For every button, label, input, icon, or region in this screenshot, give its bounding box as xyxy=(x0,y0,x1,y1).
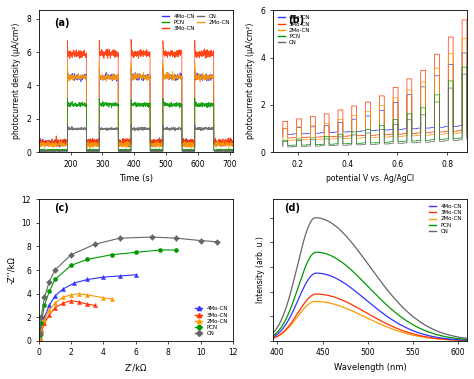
Legend: 4Mo-CN, PCN, 3Mo-CN, CN, 2Mo-CN: 4Mo-CN, PCN, 3Mo-CN, CN, 2Mo-CN xyxy=(160,12,232,33)
Legend: 4Mo-CN, 3Mo-CN, 2Mo-CN, PCN, CN: 4Mo-CN, 3Mo-CN, 2Mo-CN, PCN, CN xyxy=(276,13,313,47)
Legend: 4Mo-CN, 3Mo-CN, 2Mo-CN, PCN, CN: 4Mo-CN, 3Mo-CN, 2Mo-CN, PCN, CN xyxy=(193,304,230,338)
Y-axis label: photocurrent density (μA/cm²): photocurrent density (μA/cm²) xyxy=(246,23,255,139)
Text: (d): (d) xyxy=(284,204,301,213)
Y-axis label: -Z’’/kΩ: -Z’’/kΩ xyxy=(7,256,16,284)
Text: (c): (c) xyxy=(55,204,69,213)
Text: (b): (b) xyxy=(289,15,305,25)
Y-axis label: Intensity (arb. u.): Intensity (arb. u.) xyxy=(255,236,264,304)
Y-axis label: photocurrent density (μA/cm²): photocurrent density (μA/cm²) xyxy=(12,23,21,139)
X-axis label: potential V vs. Ag/AgCl: potential V vs. Ag/AgCl xyxy=(326,174,414,183)
X-axis label: Wavelength (nm): Wavelength (nm) xyxy=(334,363,406,372)
Text: (a): (a) xyxy=(55,17,70,28)
X-axis label: Time (s): Time (s) xyxy=(119,174,153,183)
X-axis label: Z’/kΩ: Z’/kΩ xyxy=(125,363,147,372)
Legend: 4Mo-CN, 3Mo-CN, 2Mo-CN, PCN, CN: 4Mo-CN, 3Mo-CN, 2Mo-CN, PCN, CN xyxy=(427,202,464,236)
